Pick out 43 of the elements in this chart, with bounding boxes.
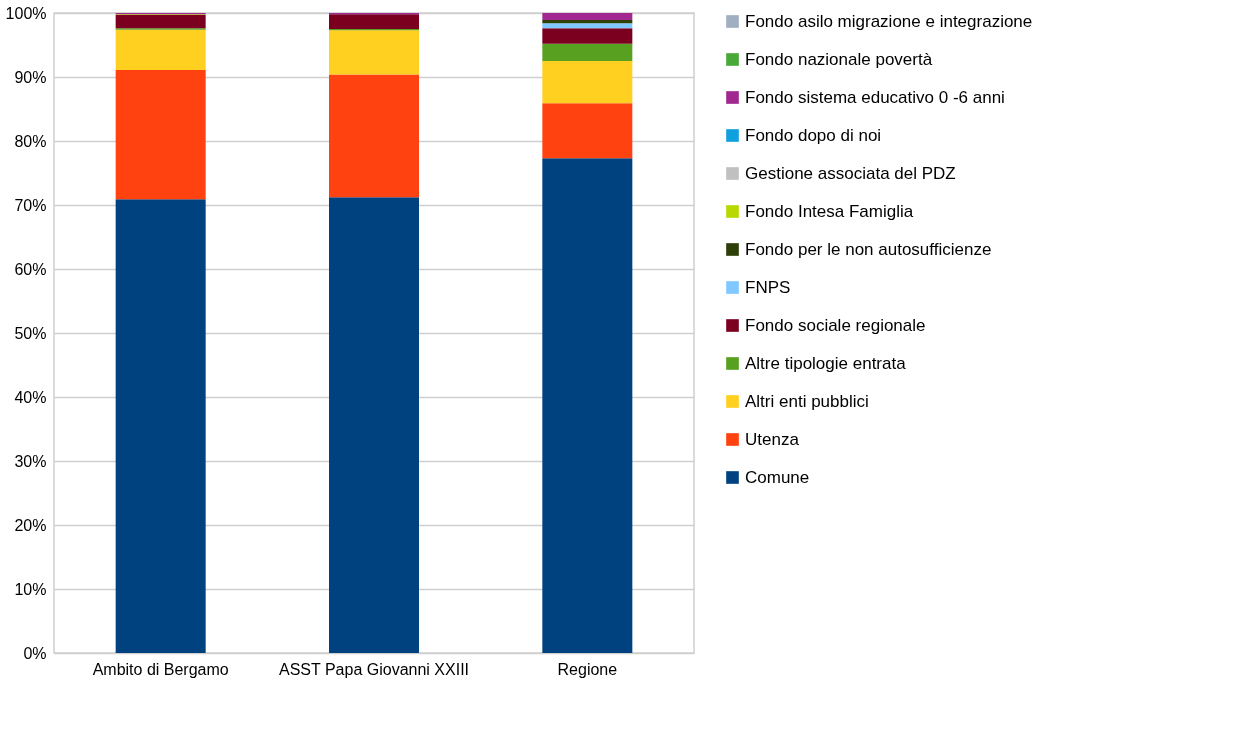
bar — [115, 14, 206, 29]
legend-label: Comune — [745, 467, 810, 487]
legend-label: Fondo dopo di noi — [745, 125, 882, 145]
legend-label: Altri enti pubblici — [745, 391, 869, 411]
x-tick-label: Regione — [557, 660, 618, 678]
bar — [542, 61, 633, 104]
y-tick-label: 0% — [23, 644, 47, 662]
y-tick-label: 50% — [14, 324, 47, 342]
legend-label: Altre tipologie entrata — [745, 353, 907, 373]
y-tick-label: 60% — [14, 260, 47, 278]
bar — [329, 197, 419, 653]
legend-label: Utenza — [745, 429, 800, 449]
y-tick-label: 100% — [5, 4, 47, 22]
legend-label: Fondo sociale regionale — [745, 315, 926, 335]
y-tick-label: 10% — [14, 580, 47, 598]
legend-label: Fondo nazionale povertà — [745, 49, 933, 69]
y-tick-label: 70% — [14, 196, 47, 214]
y-tick-label: 40% — [14, 388, 47, 406]
bar — [115, 69, 206, 200]
bar — [329, 30, 419, 75]
bar — [329, 14, 419, 29]
bar — [542, 43, 633, 61]
y-tick-label: 90% — [14, 68, 47, 86]
x-tick-label: Ambito di Bergamo — [92, 660, 229, 678]
bar — [542, 23, 633, 29]
legend-label: Fondo Intesa Famiglia — [745, 201, 914, 221]
bar — [329, 74, 419, 198]
legend-label: Fondo asilo migrazione e integrazione — [745, 11, 1033, 31]
legend-label: Fondo sistema educativo 0 -6 anni — [745, 87, 1005, 107]
x-tick-label: ASST Papa Giovanni XXIII — [278, 660, 470, 678]
bar — [542, 13, 633, 21]
legend-label: Gestione associata del PDZ — [745, 163, 956, 183]
legend-label: Fondo per le non autosufficienze — [745, 239, 992, 259]
y-tick-label: 80% — [14, 132, 47, 150]
y-tick-label: 30% — [14, 452, 47, 470]
legend-label: FNPS — [745, 277, 791, 297]
bar — [542, 158, 633, 653]
bar — [115, 199, 206, 653]
bar — [542, 20, 633, 24]
y-tick-label: 20% — [14, 516, 47, 534]
bar — [542, 28, 633, 44]
bar — [115, 29, 206, 70]
bar — [542, 103, 633, 159]
